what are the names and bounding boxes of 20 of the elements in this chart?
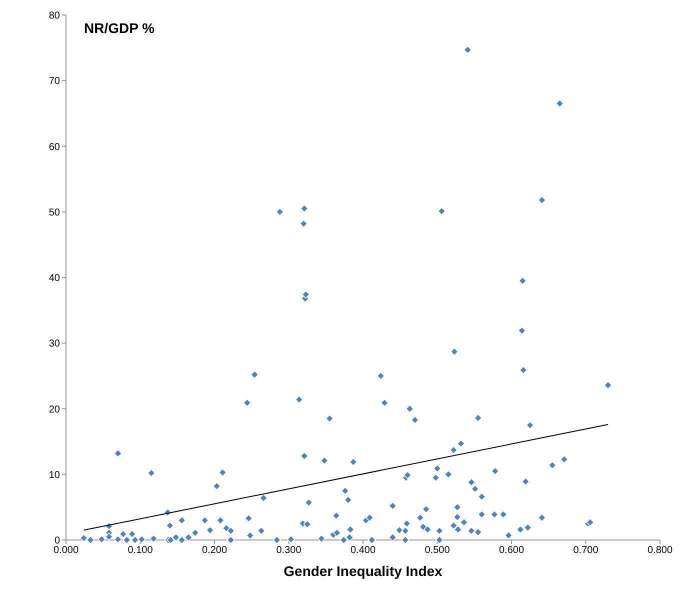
x-tick-label: 0.700 bbox=[573, 545, 599, 556]
x-tick-label: 0.200 bbox=[202, 545, 228, 556]
y-axis-title: NR/GDP % bbox=[84, 20, 156, 36]
y-tick-label: 60 bbox=[48, 142, 60, 153]
y-tick-label: 20 bbox=[48, 404, 60, 416]
y-tick-label: 10 bbox=[48, 470, 60, 481]
x-tick-label: 0.000 bbox=[53, 545, 79, 556]
x-tick-label: 0.800 bbox=[647, 545, 673, 556]
y-tick-label: 30 bbox=[48, 338, 60, 350]
x-tick-label: 0.600 bbox=[498, 545, 524, 556]
x-tick-label: 0.400 bbox=[350, 545, 376, 556]
x-tick-label: 0.500 bbox=[424, 545, 450, 556]
x-tick-label: 0.300 bbox=[276, 545, 302, 556]
y-tick-label: 0 bbox=[54, 536, 60, 547]
x-axis-title: Gender Inequality Index bbox=[284, 563, 443, 579]
y-tick-label: 70 bbox=[48, 76, 60, 88]
y-tick-label: 80 bbox=[48, 10, 60, 22]
y-tick-label: 40 bbox=[48, 273, 60, 284]
y-tick-label: 50 bbox=[48, 207, 60, 218]
x-tick-label: 0.100 bbox=[128, 545, 154, 556]
